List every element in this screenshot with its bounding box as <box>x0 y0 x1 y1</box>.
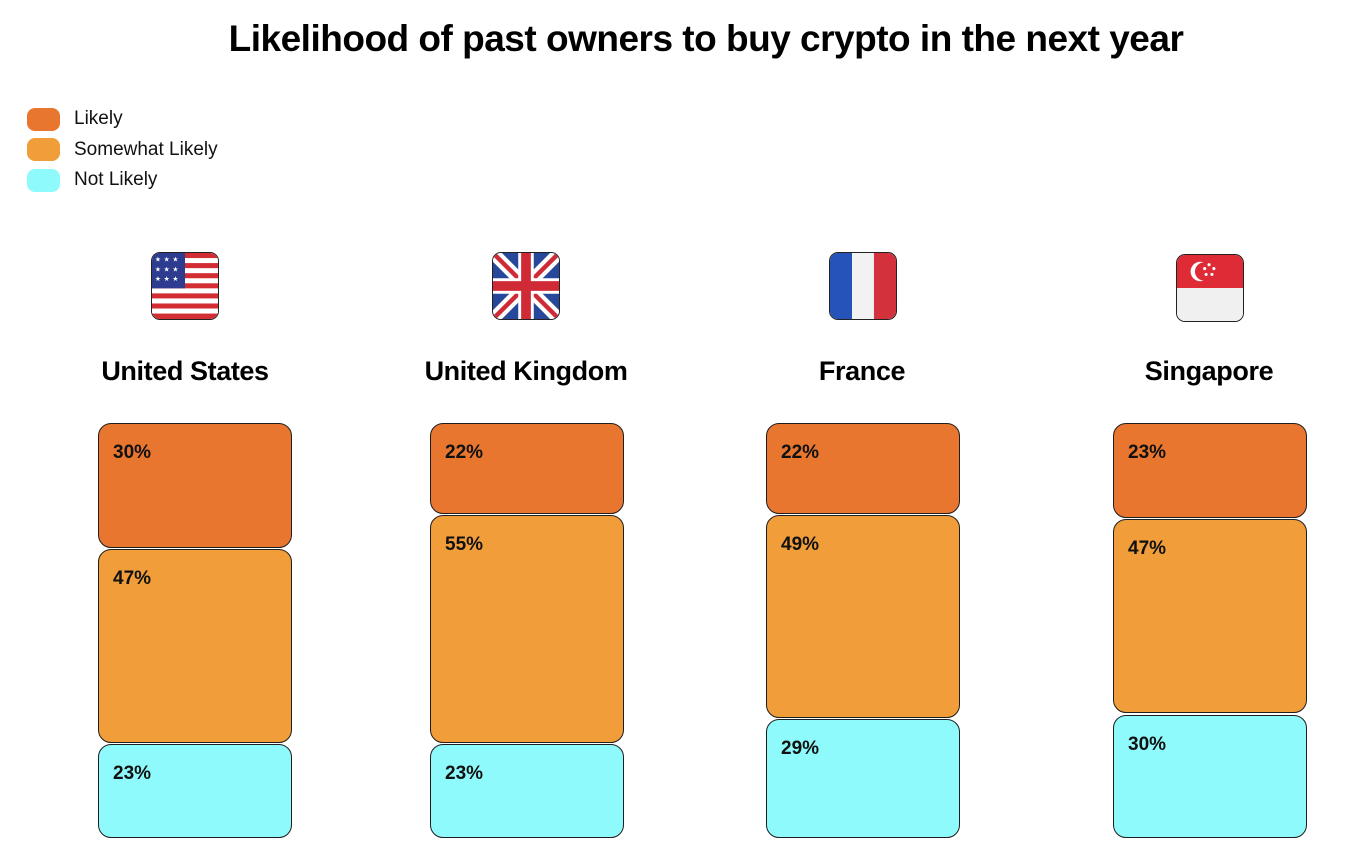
svg-text:★: ★ <box>164 256 170 264</box>
data-label: 23% <box>445 762 484 784</box>
bar-segment-somewhat-likely: 55% <box>430 515 624 743</box>
bar-segment-not-likely: 23% <box>430 743 624 838</box>
bar-segment-likely: 22% <box>766 423 960 515</box>
bar-united-kingdom: 22% 55% 23% <box>430 423 624 838</box>
country-name-united-kingdom: United Kingdom <box>424 356 628 386</box>
legend: Likely Somewhat Likely Not Likely <box>27 104 218 196</box>
legend-label: Not Likely <box>74 169 158 191</box>
svg-text:★: ★ <box>155 275 161 283</box>
bar-segment-not-likely: 23% <box>98 743 292 838</box>
data-label: 30% <box>113 442 152 463</box>
legend-swatch-likely <box>27 107 60 131</box>
svg-text:★: ★ <box>172 256 178 264</box>
country-name-france: France <box>818 356 906 386</box>
bar-segment-somewhat-likely: 47% <box>98 548 292 743</box>
bar-united-states: 30% 47% 23% <box>98 423 292 838</box>
svg-text:★: ★ <box>172 265 178 273</box>
legend-item-somewhat-likely: Somewhat Likely <box>27 135 218 166</box>
data-label: 23% <box>1128 442 1167 463</box>
bar-segment-somewhat-likely: 49% <box>766 515 960 718</box>
bar-segment-likely: 22% <box>430 423 624 515</box>
legend-label: Likely <box>74 108 123 130</box>
data-label: 22% <box>445 442 484 463</box>
legend-swatch-somewhat-likely <box>27 138 60 162</box>
legend-item-likely: Likely <box>27 104 218 135</box>
singapore-flag-icon <box>1176 254 1244 322</box>
bar-segment-somewhat-likely: 47% <box>1113 519 1307 714</box>
svg-text:★: ★ <box>155 256 161 264</box>
data-label: 22% <box>781 442 820 463</box>
chart-title: Likelihood of past owners to buy crypto … <box>228 18 1184 59</box>
data-label: 23% <box>113 762 152 784</box>
data-label: 55% <box>445 534 484 556</box>
svg-text:★: ★ <box>155 265 161 273</box>
legend-item-not-likely: Not Likely <box>27 165 218 196</box>
data-label: 29% <box>781 737 820 759</box>
svg-text:★: ★ <box>164 265 170 273</box>
bar-segment-likely: 23% <box>1113 423 1307 519</box>
data-label: 47% <box>113 567 152 589</box>
legend-label: Somewhat Likely <box>74 138 218 160</box>
svg-text:★: ★ <box>172 275 178 283</box>
us-flag-icon: ★ ★ ★ ★ ★ ★ ★ ★ ★ <box>151 252 219 320</box>
country-name-united-states: United States <box>101 356 269 386</box>
data-label: 49% <box>781 534 820 556</box>
data-label: 30% <box>1128 733 1167 755</box>
bar-segment-not-likely: 29% <box>766 718 960 838</box>
uk-flag-icon <box>492 252 560 320</box>
bar-segment-not-likely: 30% <box>1113 714 1307 838</box>
country-name-singapore: Singapore <box>1144 356 1274 386</box>
bar-france: 22% 49% 29% <box>766 423 960 838</box>
legend-swatch-not-likely <box>27 168 60 192</box>
bar-singapore: 23% 47% 30% <box>1113 423 1307 838</box>
bar-segment-likely: 30% <box>98 423 292 548</box>
france-flag-icon <box>829 252 897 320</box>
data-label: 47% <box>1128 538 1167 560</box>
svg-text:★: ★ <box>164 275 170 283</box>
